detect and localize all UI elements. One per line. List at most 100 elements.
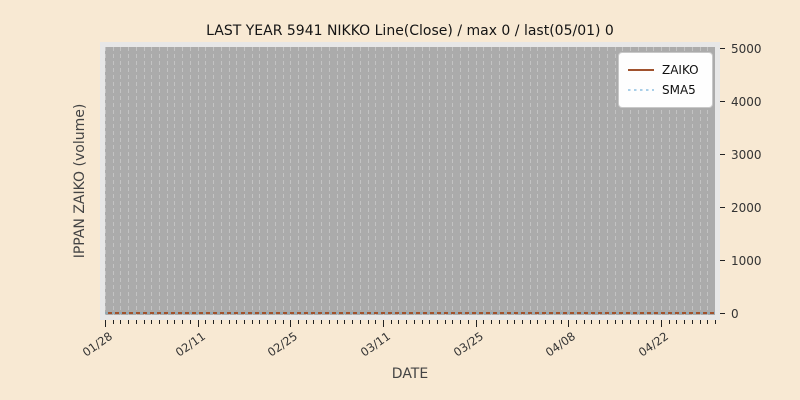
zaiko-line-sample-icon bbox=[628, 68, 654, 72]
x-gridline bbox=[576, 47, 577, 315]
x-minor-tick bbox=[413, 320, 415, 324]
x-minor-tick bbox=[452, 320, 454, 324]
x-minor-tick bbox=[545, 320, 547, 324]
x-minor-tick bbox=[715, 320, 716, 324]
x-minor-tick bbox=[367, 320, 369, 324]
x-minor-tick bbox=[483, 320, 485, 324]
x-minor-tick bbox=[189, 320, 191, 324]
x-gridline bbox=[213, 47, 215, 315]
x-gridline bbox=[653, 47, 655, 315]
x-minor-tick bbox=[637, 320, 639, 324]
x-gridline bbox=[390, 47, 392, 315]
x-minor-tick bbox=[491, 320, 493, 324]
x-gridline bbox=[606, 47, 608, 315]
x-gridline bbox=[151, 47, 153, 315]
x-minor-tick bbox=[112, 320, 114, 324]
x-gridline bbox=[159, 47, 161, 315]
x-minor-tick bbox=[298, 320, 300, 324]
x-minor-tick bbox=[699, 320, 701, 324]
x-gridline bbox=[128, 47, 130, 315]
x-gridline bbox=[630, 47, 632, 315]
legend-label-sma5: SMA5 bbox=[662, 83, 696, 97]
y-tick bbox=[720, 153, 725, 156]
x-gridline bbox=[352, 47, 354, 315]
legend-label-zaiko: ZAIKO bbox=[662, 63, 699, 77]
x-gridline bbox=[313, 47, 315, 315]
x-gridline bbox=[143, 47, 145, 315]
x-tick-label: 02/11 bbox=[172, 329, 208, 360]
x-minor-tick bbox=[182, 320, 184, 324]
x-minor-tick bbox=[467, 320, 469, 324]
x-gridline bbox=[413, 47, 415, 315]
x-gridline bbox=[135, 47, 137, 315]
y-tick bbox=[720, 206, 725, 209]
x-gridline bbox=[236, 47, 238, 315]
y-tick-label: 4000 bbox=[731, 94, 762, 109]
x-gridline bbox=[437, 47, 439, 315]
x-gridline bbox=[645, 47, 647, 315]
x-gridline bbox=[560, 47, 562, 315]
x-major-tick bbox=[290, 320, 292, 327]
y-axis-label: IPPAN ZAIKO (volume) bbox=[72, 103, 88, 259]
x-gridline bbox=[205, 47, 207, 315]
x-axis-label: DATE bbox=[391, 366, 429, 382]
x-minor-tick bbox=[398, 320, 400, 324]
x-gridline bbox=[375, 47, 377, 315]
x-minor-tick bbox=[614, 320, 616, 324]
x-minor-tick bbox=[274, 320, 276, 324]
x-gridline bbox=[637, 47, 639, 315]
x-minor-tick bbox=[622, 320, 624, 324]
x-minor-tick bbox=[143, 320, 145, 324]
x-gridline bbox=[514, 47, 516, 315]
x-gridline bbox=[668, 47, 670, 315]
x-minor-tick bbox=[313, 320, 315, 324]
x-minor-tick bbox=[630, 320, 632, 324]
x-minor-tick bbox=[390, 320, 392, 324]
x-minor-tick bbox=[521, 320, 523, 324]
x-gridline bbox=[367, 47, 369, 315]
x-tick-label: 04/08 bbox=[543, 329, 579, 360]
x-minor-tick bbox=[336, 320, 338, 324]
x-gridline bbox=[120, 47, 122, 315]
x-gridline bbox=[660, 47, 662, 315]
x-gridline bbox=[691, 47, 693, 315]
x-gridline bbox=[583, 47, 585, 315]
x-gridline bbox=[382, 47, 384, 315]
x-minor-tick bbox=[537, 320, 539, 324]
x-minor-tick bbox=[135, 320, 137, 324]
x-gridline bbox=[298, 47, 300, 315]
x-tick-label: 01/28 bbox=[79, 329, 116, 360]
x-minor-tick bbox=[514, 320, 516, 324]
x-minor-tick bbox=[460, 320, 462, 324]
x-gridline bbox=[568, 47, 570, 315]
x-gridline bbox=[274, 47, 276, 315]
x-gridline bbox=[614, 47, 616, 315]
x-gridline bbox=[599, 47, 601, 315]
x-minor-tick bbox=[120, 320, 122, 324]
x-major-tick bbox=[660, 320, 662, 327]
x-minor-tick bbox=[151, 320, 153, 324]
x-minor-tick bbox=[560, 320, 562, 324]
x-gridline bbox=[305, 47, 307, 315]
x-major-tick bbox=[568, 320, 570, 327]
x-minor-tick bbox=[375, 320, 377, 324]
x-minor-tick bbox=[259, 320, 261, 324]
x-gridline bbox=[676, 47, 678, 315]
sma5-series-line bbox=[105, 311, 715, 314]
x-gridline bbox=[321, 47, 323, 315]
x-gridline bbox=[529, 47, 531, 315]
x-gridline bbox=[506, 47, 508, 315]
x-minor-tick bbox=[282, 320, 284, 324]
x-gridline bbox=[197, 47, 199, 315]
x-gridline bbox=[174, 47, 176, 315]
x-gridline bbox=[483, 47, 485, 315]
x-minor-tick bbox=[583, 320, 585, 324]
legend-entry-zaiko: ZAIKO bbox=[628, 60, 703, 80]
x-minor-tick bbox=[251, 320, 253, 324]
x-gridline bbox=[243, 47, 245, 315]
x-minor-tick bbox=[406, 320, 408, 324]
x-minor-tick bbox=[352, 320, 354, 324]
x-gridline bbox=[105, 47, 106, 315]
x-gridline bbox=[622, 47, 624, 315]
